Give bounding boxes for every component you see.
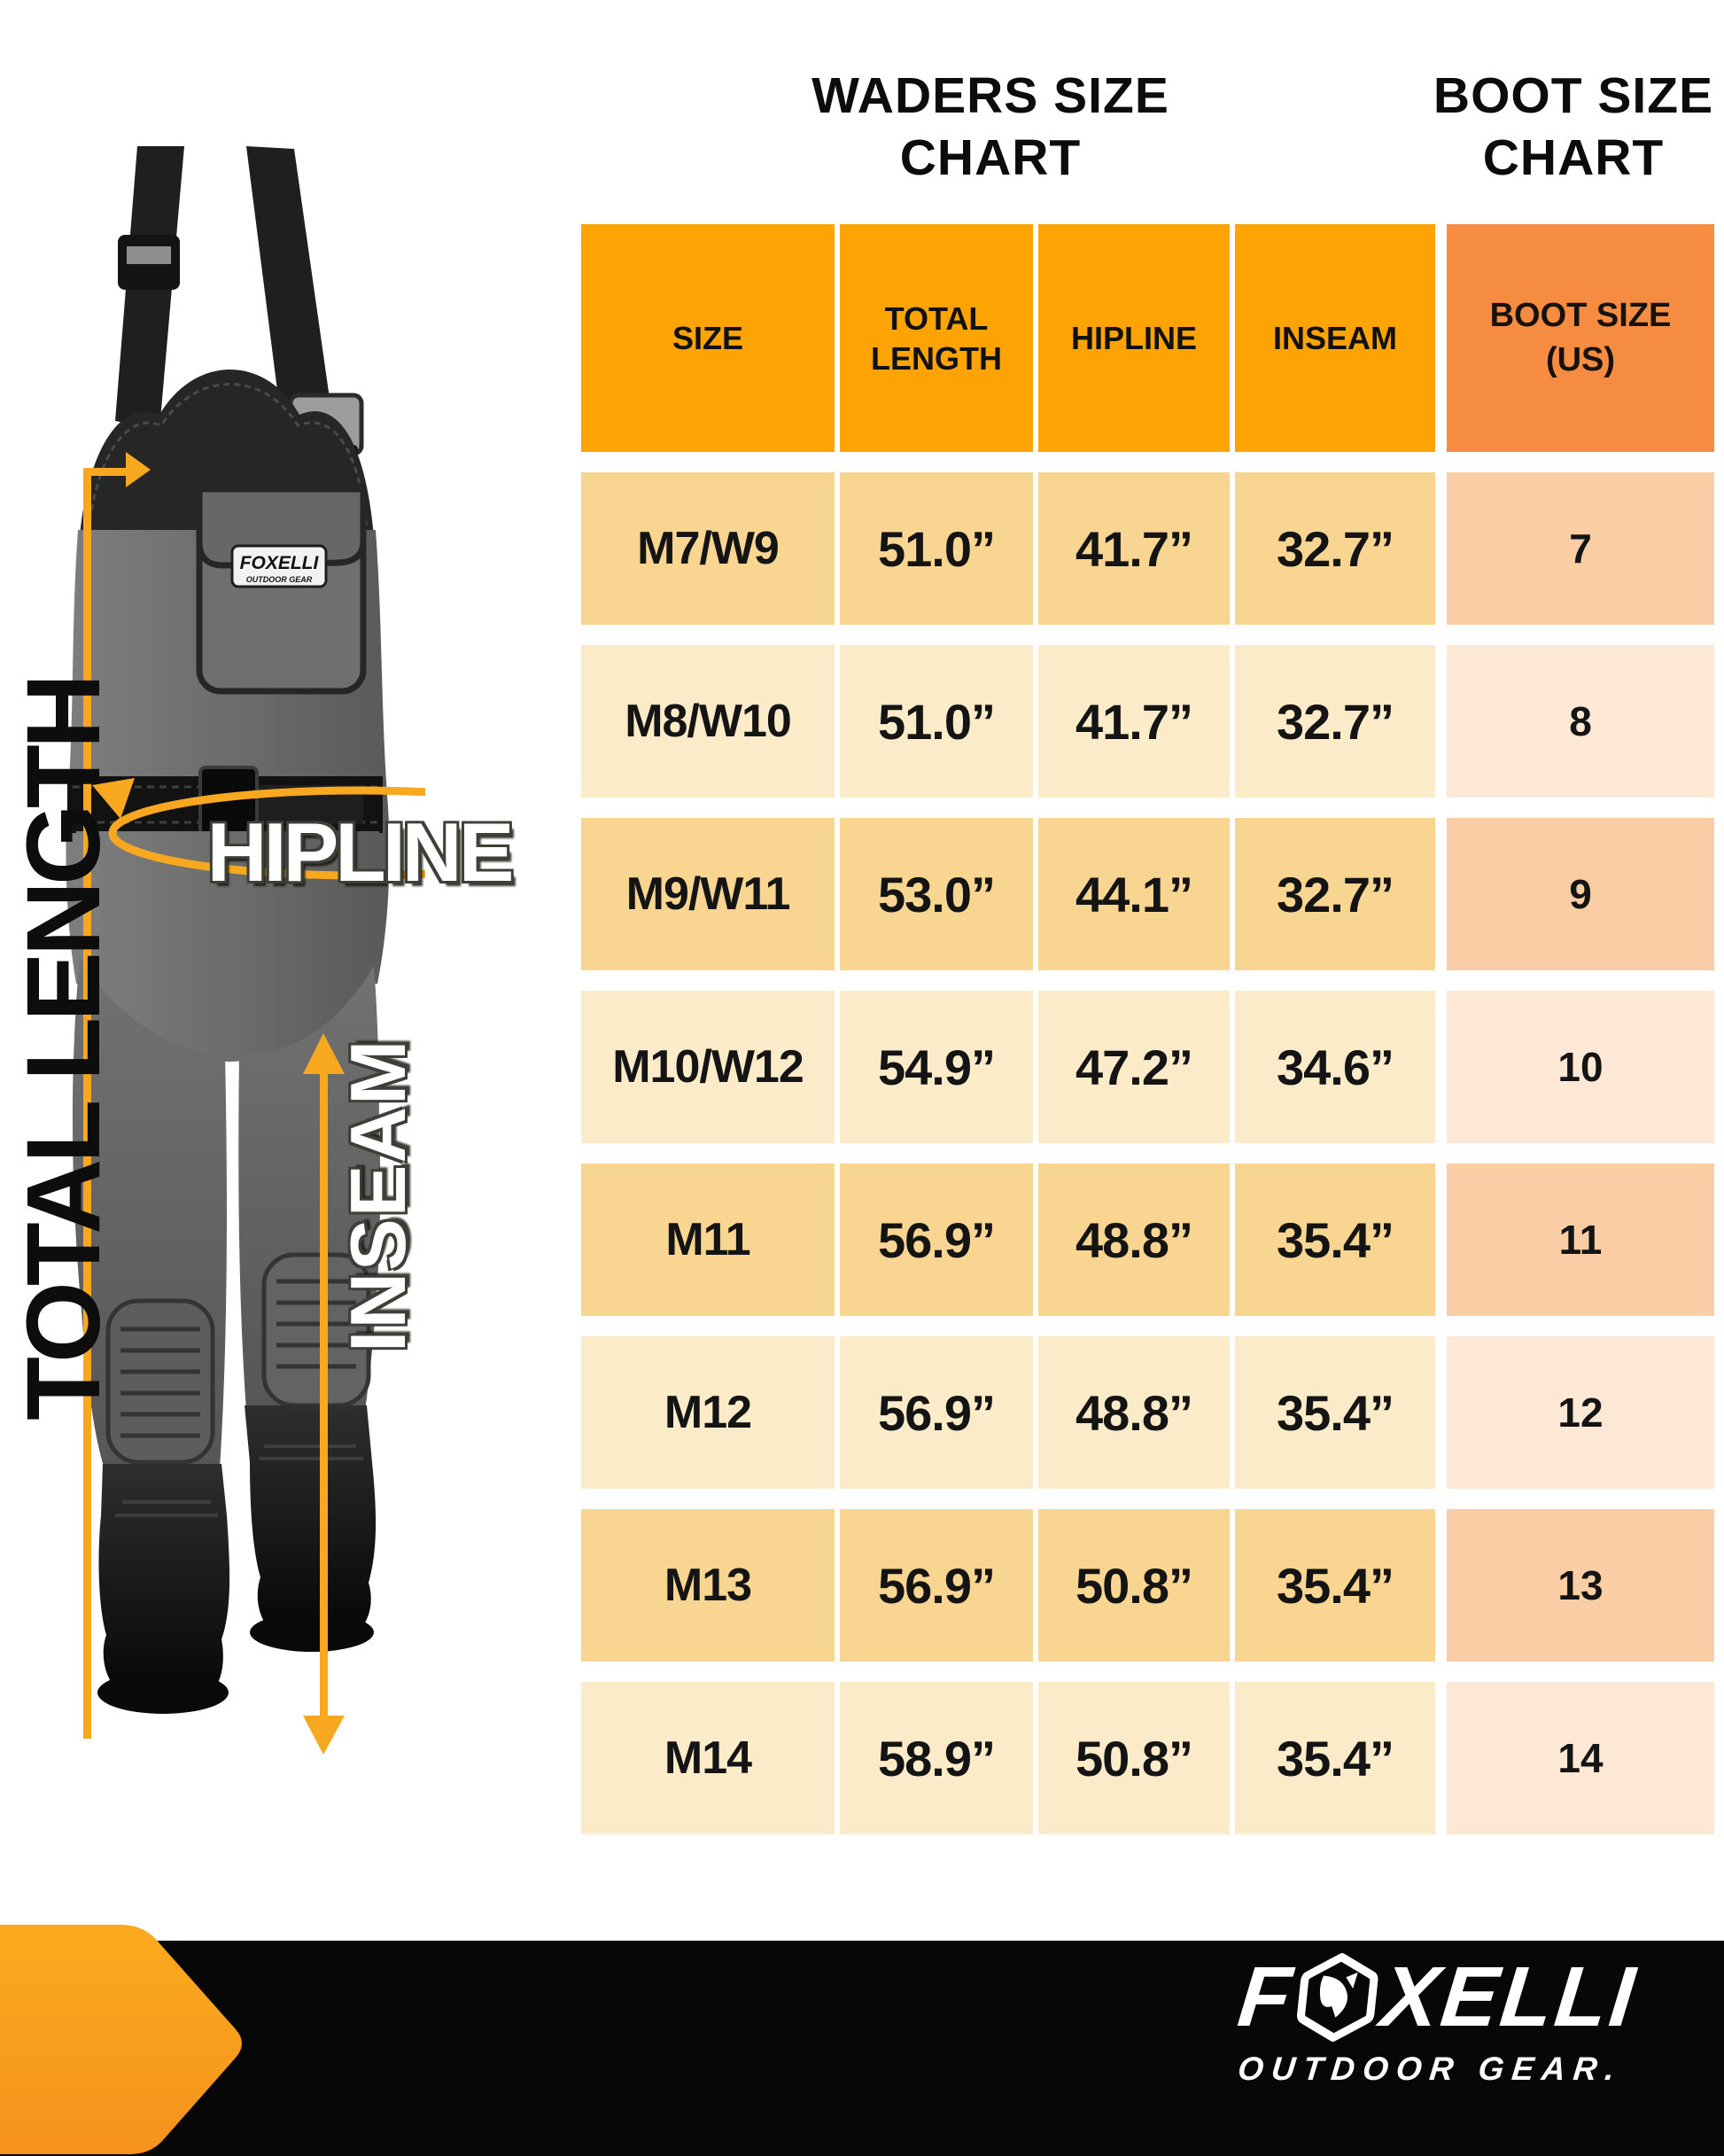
table-cell-total-length: 58.9” xyxy=(840,1682,1033,1834)
table-cell-boot-size: 10 xyxy=(1447,991,1714,1143)
table-cell-hipline: 50.8” xyxy=(1038,1682,1230,1834)
boot-size-table: BOOT SIZE (US) 7 8 9 10 11 12 13 14 xyxy=(1447,224,1714,1834)
table-cell-boot-size: 12 xyxy=(1447,1336,1714,1489)
table-cell-boot-size: 8 xyxy=(1447,645,1714,798)
brand-letters-xelli: XELLI xyxy=(1377,1950,1642,2044)
footer-bar: F XELLI OUTDOOR GEAR. xyxy=(0,1925,1724,2156)
brand-letter-f: F xyxy=(1233,1950,1299,2044)
measurement-graphics xyxy=(83,452,425,1755)
table-cell-hipline: 44.1” xyxy=(1038,818,1230,970)
table-cell-size: M8/W10 xyxy=(581,645,835,798)
table-cell-inseam: 35.4” xyxy=(1235,1336,1435,1489)
footer-chevron-shape xyxy=(0,1925,242,2154)
table-cell-hipline: 47.2” xyxy=(1038,991,1230,1143)
col-header-size: SIZE xyxy=(581,224,835,452)
table-cell-hipline: 41.7” xyxy=(1038,472,1230,625)
col-header-total-length: TOTAL LENGTH xyxy=(840,224,1033,452)
table-cell-hipline: 48.8” xyxy=(1038,1164,1230,1316)
table-cell-total-length: 56.9” xyxy=(840,1164,1033,1316)
table-cell-size: M12 xyxy=(581,1336,835,1489)
table-cell-boot-size: 7 xyxy=(1447,472,1714,625)
table-cell-boot-size: 13 xyxy=(1447,1509,1714,1662)
col-header-hipline: HIPLINE xyxy=(1038,224,1230,452)
table-cell-size: M14 xyxy=(581,1682,835,1834)
table-cell-inseam: 32.7” xyxy=(1235,472,1435,625)
waders-size-table: SIZE TOTAL LENGTH HIPLINE INSEAM M7/W9 5… xyxy=(581,224,1435,1834)
table-cell-inseam: 32.7” xyxy=(1235,645,1435,798)
waders-size-chart-title: WADERS SIZE CHART xyxy=(812,67,1169,186)
hipline-label: HIPLINE xyxy=(206,806,515,899)
brand-tagline: OUTDOOR GEAR. xyxy=(1236,2051,1625,2087)
inseam-arrow-up xyxy=(303,1033,345,1074)
table-cell-boot-size: 11 xyxy=(1447,1164,1714,1316)
table-cell-size: M11 xyxy=(581,1164,835,1316)
table-cell-hipline: 50.8” xyxy=(1038,1509,1230,1662)
patch-tagline-text: OUTDOOR GEAR xyxy=(246,575,313,584)
hipline-arc xyxy=(108,786,425,880)
table-cell-inseam: 35.4” xyxy=(1235,1682,1435,1834)
hipline-arrow xyxy=(92,778,135,819)
fox-hexagon-icon xyxy=(1297,1953,1378,2042)
knee-pads xyxy=(105,1252,371,1465)
table-cell-size: M10/W12 xyxy=(581,991,835,1143)
table-cell-total-length: 56.9” xyxy=(840,1336,1033,1489)
pocket-logo-patch xyxy=(230,544,328,588)
table-cell-hipline: 48.8” xyxy=(1038,1336,1230,1489)
table-cell-total-length: 56.9” xyxy=(840,1509,1033,1662)
table-cell-boot-size: 14 xyxy=(1447,1682,1714,1834)
table-cell-size: M9/W11 xyxy=(581,818,835,970)
table-cell-total-length: 51.0” xyxy=(840,472,1033,625)
total-length-label: TOTAL LENGTH xyxy=(5,677,122,1421)
patch-brand-text: FOXELLI xyxy=(240,553,320,573)
chest-pocket: FOXELLI OUTDOOR GEAR xyxy=(196,486,367,695)
table-cell-total-length: 54.9” xyxy=(840,991,1033,1143)
table-cell-inseam: 35.4” xyxy=(1235,1509,1435,1662)
col-header-inseam: INSEAM xyxy=(1235,224,1435,452)
table-cell-size: M13 xyxy=(581,1509,835,1662)
foxelli-logo: F XELLI OUTDOOR GEAR. xyxy=(1180,1950,1690,2088)
table-cell-total-length: 53.0” xyxy=(840,818,1033,970)
total-length-arrow xyxy=(126,452,151,487)
table-cell-total-length: 51.0” xyxy=(840,645,1033,798)
inseam-line xyxy=(320,1062,328,1724)
table-cell-inseam: 32.7” xyxy=(1235,818,1435,970)
col-header-boot-size: BOOT SIZE (US) xyxy=(1447,224,1714,452)
table-cell-boot-size: 9 xyxy=(1447,818,1714,970)
table-cell-hipline: 41.7” xyxy=(1038,645,1230,798)
inseam-arrow-down xyxy=(303,1716,345,1755)
boots xyxy=(97,1405,377,1714)
table-cell-inseam: 35.4” xyxy=(1235,1164,1435,1316)
total-length-line xyxy=(83,468,91,1739)
table-cell-size: M7/W9 xyxy=(581,472,835,625)
inseam-label: INSEAM xyxy=(334,1038,422,1353)
boot-size-chart-title: BOOT SIZE CHART xyxy=(1433,67,1714,186)
hips xyxy=(73,831,382,1062)
table-cell-inseam: 34.6” xyxy=(1235,991,1435,1143)
waders-product-illustration: FOXELLI OUTDOOR GEAR xyxy=(66,146,425,1755)
